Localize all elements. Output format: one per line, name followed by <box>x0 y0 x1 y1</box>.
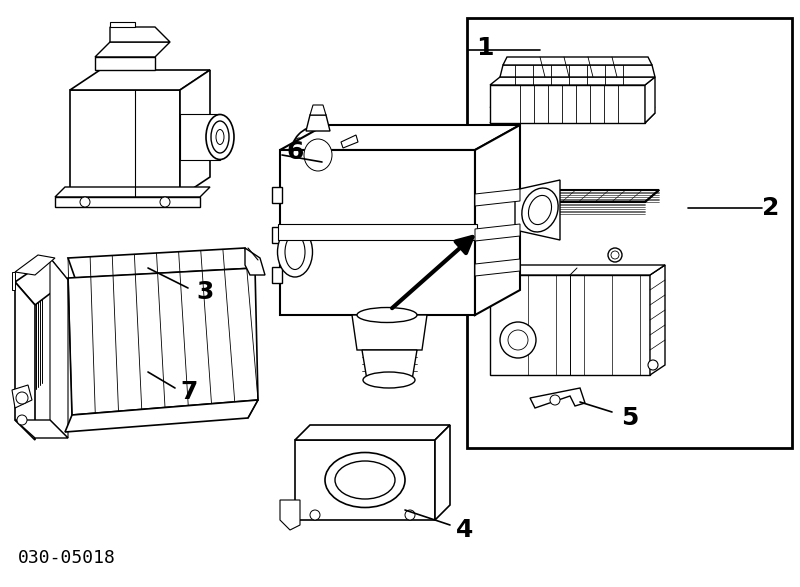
Ellipse shape <box>290 126 346 184</box>
Polygon shape <box>272 267 282 283</box>
Polygon shape <box>280 500 300 530</box>
Polygon shape <box>650 265 665 375</box>
Text: 3: 3 <box>196 280 214 304</box>
Polygon shape <box>530 388 585 408</box>
Polygon shape <box>310 105 326 115</box>
Polygon shape <box>306 115 330 131</box>
Polygon shape <box>12 385 32 408</box>
Ellipse shape <box>216 130 224 144</box>
Polygon shape <box>500 65 655 77</box>
Circle shape <box>80 197 90 207</box>
Polygon shape <box>50 258 68 438</box>
Polygon shape <box>490 265 665 275</box>
Text: 1: 1 <box>476 36 494 60</box>
Circle shape <box>333 164 341 172</box>
Polygon shape <box>495 190 659 202</box>
Polygon shape <box>55 187 210 197</box>
Polygon shape <box>272 187 282 203</box>
Ellipse shape <box>211 121 229 153</box>
Ellipse shape <box>304 139 332 171</box>
Polygon shape <box>95 42 170 57</box>
Polygon shape <box>280 125 520 150</box>
Circle shape <box>17 415 27 425</box>
Circle shape <box>648 360 658 370</box>
Ellipse shape <box>285 234 305 269</box>
Polygon shape <box>55 197 200 207</box>
Circle shape <box>295 138 303 146</box>
Ellipse shape <box>357 308 417 322</box>
Circle shape <box>333 138 341 146</box>
Polygon shape <box>645 77 655 123</box>
Circle shape <box>310 510 320 520</box>
Polygon shape <box>245 248 265 275</box>
Polygon shape <box>15 420 68 438</box>
Polygon shape <box>362 350 417 380</box>
Polygon shape <box>352 315 427 350</box>
Text: 7: 7 <box>180 380 198 404</box>
Ellipse shape <box>298 133 338 177</box>
Text: 4: 4 <box>456 518 474 542</box>
Ellipse shape <box>335 461 395 499</box>
Polygon shape <box>295 425 450 440</box>
Polygon shape <box>272 227 282 243</box>
Ellipse shape <box>325 453 405 508</box>
Circle shape <box>16 392 28 404</box>
Text: 2: 2 <box>762 196 779 220</box>
Circle shape <box>611 251 619 259</box>
Polygon shape <box>341 135 358 148</box>
Polygon shape <box>70 70 210 90</box>
Polygon shape <box>475 224 520 241</box>
Polygon shape <box>475 259 520 276</box>
Ellipse shape <box>363 372 415 388</box>
Bar <box>467 18 792 448</box>
Polygon shape <box>435 425 450 520</box>
Polygon shape <box>180 114 220 160</box>
Text: 6: 6 <box>286 140 303 164</box>
Polygon shape <box>490 275 650 375</box>
Polygon shape <box>15 255 55 275</box>
Circle shape <box>160 197 170 207</box>
Polygon shape <box>490 107 655 113</box>
Polygon shape <box>68 268 258 415</box>
Circle shape <box>550 395 560 405</box>
Polygon shape <box>65 400 258 432</box>
Circle shape <box>608 248 622 262</box>
Text: 030-05018: 030-05018 <box>18 549 116 567</box>
Circle shape <box>405 510 415 520</box>
Ellipse shape <box>522 188 558 232</box>
Polygon shape <box>180 70 210 197</box>
Circle shape <box>508 330 528 350</box>
Polygon shape <box>110 27 170 42</box>
Circle shape <box>500 322 536 358</box>
Polygon shape <box>278 224 477 240</box>
Polygon shape <box>475 125 520 315</box>
Polygon shape <box>70 90 180 197</box>
Circle shape <box>295 164 303 172</box>
Polygon shape <box>15 258 68 305</box>
Polygon shape <box>475 189 520 206</box>
Polygon shape <box>295 440 435 520</box>
Ellipse shape <box>529 195 551 225</box>
Polygon shape <box>95 57 155 70</box>
Polygon shape <box>68 248 255 278</box>
Polygon shape <box>110 22 135 27</box>
Text: 5: 5 <box>621 406 638 430</box>
Polygon shape <box>280 150 475 315</box>
Polygon shape <box>490 85 645 123</box>
Polygon shape <box>503 57 652 65</box>
Polygon shape <box>490 77 655 85</box>
Polygon shape <box>490 113 655 123</box>
Polygon shape <box>15 282 35 440</box>
Polygon shape <box>515 180 560 240</box>
Ellipse shape <box>206 114 234 160</box>
Polygon shape <box>12 272 15 290</box>
Ellipse shape <box>278 227 313 277</box>
